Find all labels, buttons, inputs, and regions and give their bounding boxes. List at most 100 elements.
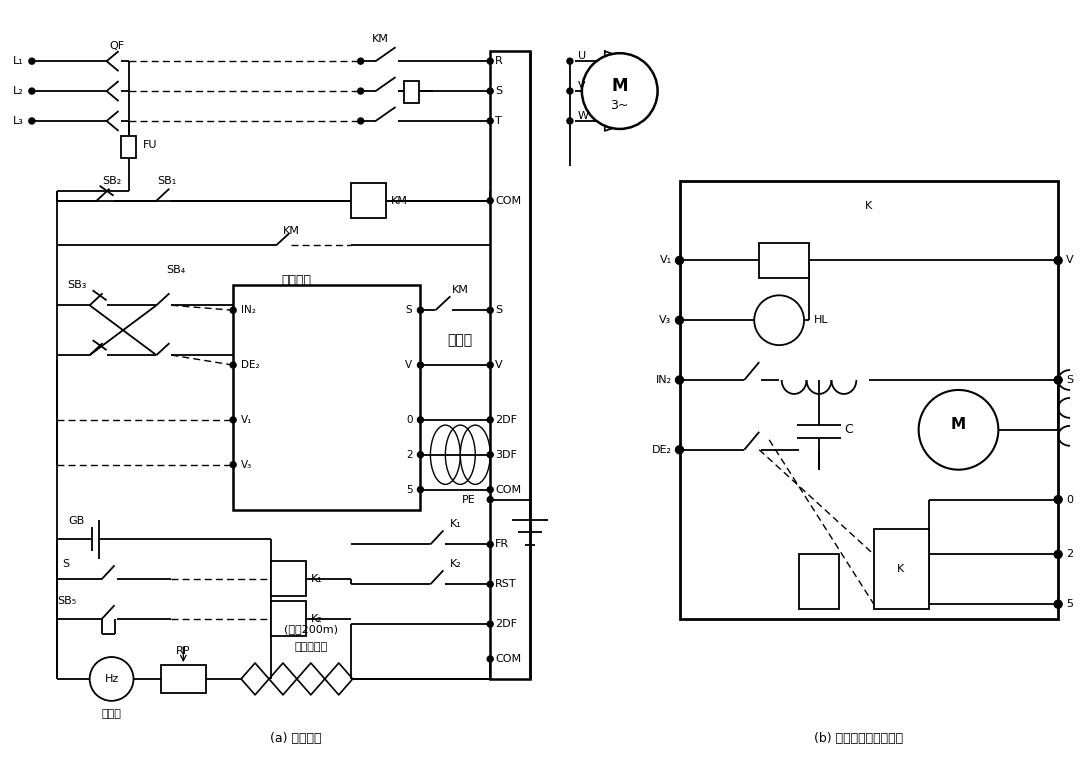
Text: 0: 0 (406, 415, 412, 425)
Circle shape (488, 621, 493, 627)
Circle shape (230, 362, 236, 368)
Circle shape (488, 452, 493, 457)
Circle shape (582, 54, 658, 129)
Circle shape (488, 197, 493, 203)
Circle shape (358, 58, 363, 64)
Circle shape (418, 452, 423, 457)
Circle shape (418, 417, 423, 423)
Circle shape (418, 362, 423, 368)
Circle shape (675, 316, 683, 324)
Text: KM: KM (372, 34, 389, 44)
Text: KM: KM (391, 196, 407, 206)
Circle shape (488, 417, 493, 423)
Text: L₃: L₃ (13, 116, 24, 126)
Text: K₁: K₁ (311, 575, 323, 584)
Circle shape (488, 656, 493, 662)
Circle shape (28, 88, 35, 94)
Circle shape (675, 256, 683, 265)
Text: 2: 2 (1066, 549, 1074, 559)
Text: FR: FR (495, 539, 509, 549)
Circle shape (488, 88, 493, 94)
Bar (874, 529, 928, 609)
Text: PE: PE (461, 495, 476, 505)
Text: S: S (495, 305, 502, 315)
Circle shape (488, 58, 493, 64)
Text: 2DF: 2DF (495, 619, 517, 629)
Circle shape (488, 496, 493, 503)
Text: S: S (406, 305, 412, 315)
Text: S: S (495, 86, 502, 96)
Text: K: K (897, 565, 904, 575)
Circle shape (567, 118, 573, 124)
Text: KM: KM (452, 285, 469, 295)
Text: GB: GB (69, 516, 85, 526)
Text: IN₂: IN₂ (656, 375, 672, 385)
Circle shape (567, 58, 573, 64)
Text: 频率表: 频率表 (101, 709, 121, 719)
Text: 3DF: 3DF (495, 450, 517, 460)
Text: RP: RP (176, 646, 191, 656)
Text: 屏蔽绞合线: 屏蔽绞合线 (295, 642, 327, 652)
Text: FU: FU (143, 140, 157, 150)
Text: K: K (865, 200, 873, 210)
Circle shape (1054, 376, 1063, 384)
Bar (759, 243, 810, 278)
Text: QF: QF (109, 41, 124, 51)
Text: K₂: K₂ (449, 559, 461, 569)
Text: T: T (495, 116, 502, 126)
Text: V: V (406, 360, 412, 370)
Circle shape (567, 88, 573, 94)
Circle shape (675, 376, 683, 384)
Text: 2: 2 (406, 450, 412, 460)
Circle shape (1054, 601, 1063, 608)
Circle shape (488, 308, 493, 313)
Bar (404, 81, 419, 103)
Text: V: V (578, 81, 586, 91)
Text: L₂: L₂ (13, 86, 24, 96)
Text: IN₂: IN₂ (241, 305, 256, 315)
Text: S: S (62, 559, 69, 569)
Text: V: V (1066, 256, 1074, 265)
Bar (490, 51, 530, 679)
Circle shape (418, 487, 423, 493)
Circle shape (418, 308, 423, 313)
Text: SB₄: SB₄ (167, 265, 185, 275)
Circle shape (230, 462, 236, 467)
Text: KM: KM (283, 226, 299, 236)
Text: V₁: V₁ (241, 415, 252, 425)
Text: HL: HL (814, 315, 829, 325)
Text: 变频器: 变频器 (447, 333, 472, 347)
Circle shape (488, 118, 493, 124)
Circle shape (89, 657, 133, 701)
Text: (b) 远操作盘的内部结构: (b) 远操作盘的内部结构 (814, 732, 903, 745)
Circle shape (754, 295, 804, 345)
Text: Hz: Hz (105, 674, 119, 684)
Text: 0: 0 (1066, 495, 1074, 505)
Text: 2DF: 2DF (495, 415, 517, 425)
Text: V: V (495, 360, 503, 370)
Text: (最长200m): (最长200m) (284, 624, 338, 634)
Bar (680, 181, 1058, 619)
Circle shape (488, 362, 493, 368)
Text: K₁: K₁ (449, 519, 461, 529)
Text: S: S (1066, 375, 1074, 385)
Text: SB₅: SB₅ (57, 596, 76, 606)
Text: SB₃: SB₃ (67, 280, 86, 291)
Text: RST: RST (495, 579, 517, 589)
Bar (271, 601, 305, 636)
Text: COM: COM (495, 484, 521, 495)
Text: M: M (611, 77, 628, 95)
Circle shape (358, 88, 363, 94)
Circle shape (488, 581, 493, 588)
Text: C: C (844, 423, 853, 436)
Text: DE₂: DE₂ (651, 444, 672, 454)
Text: COM: COM (495, 196, 521, 206)
Text: SB₁: SB₁ (157, 176, 176, 186)
Text: DE₂: DE₂ (241, 360, 260, 370)
Circle shape (488, 542, 493, 548)
Circle shape (28, 118, 35, 124)
Bar (350, 183, 385, 217)
Text: V₃: V₃ (659, 315, 672, 325)
Bar (233, 285, 420, 509)
Circle shape (28, 58, 35, 64)
